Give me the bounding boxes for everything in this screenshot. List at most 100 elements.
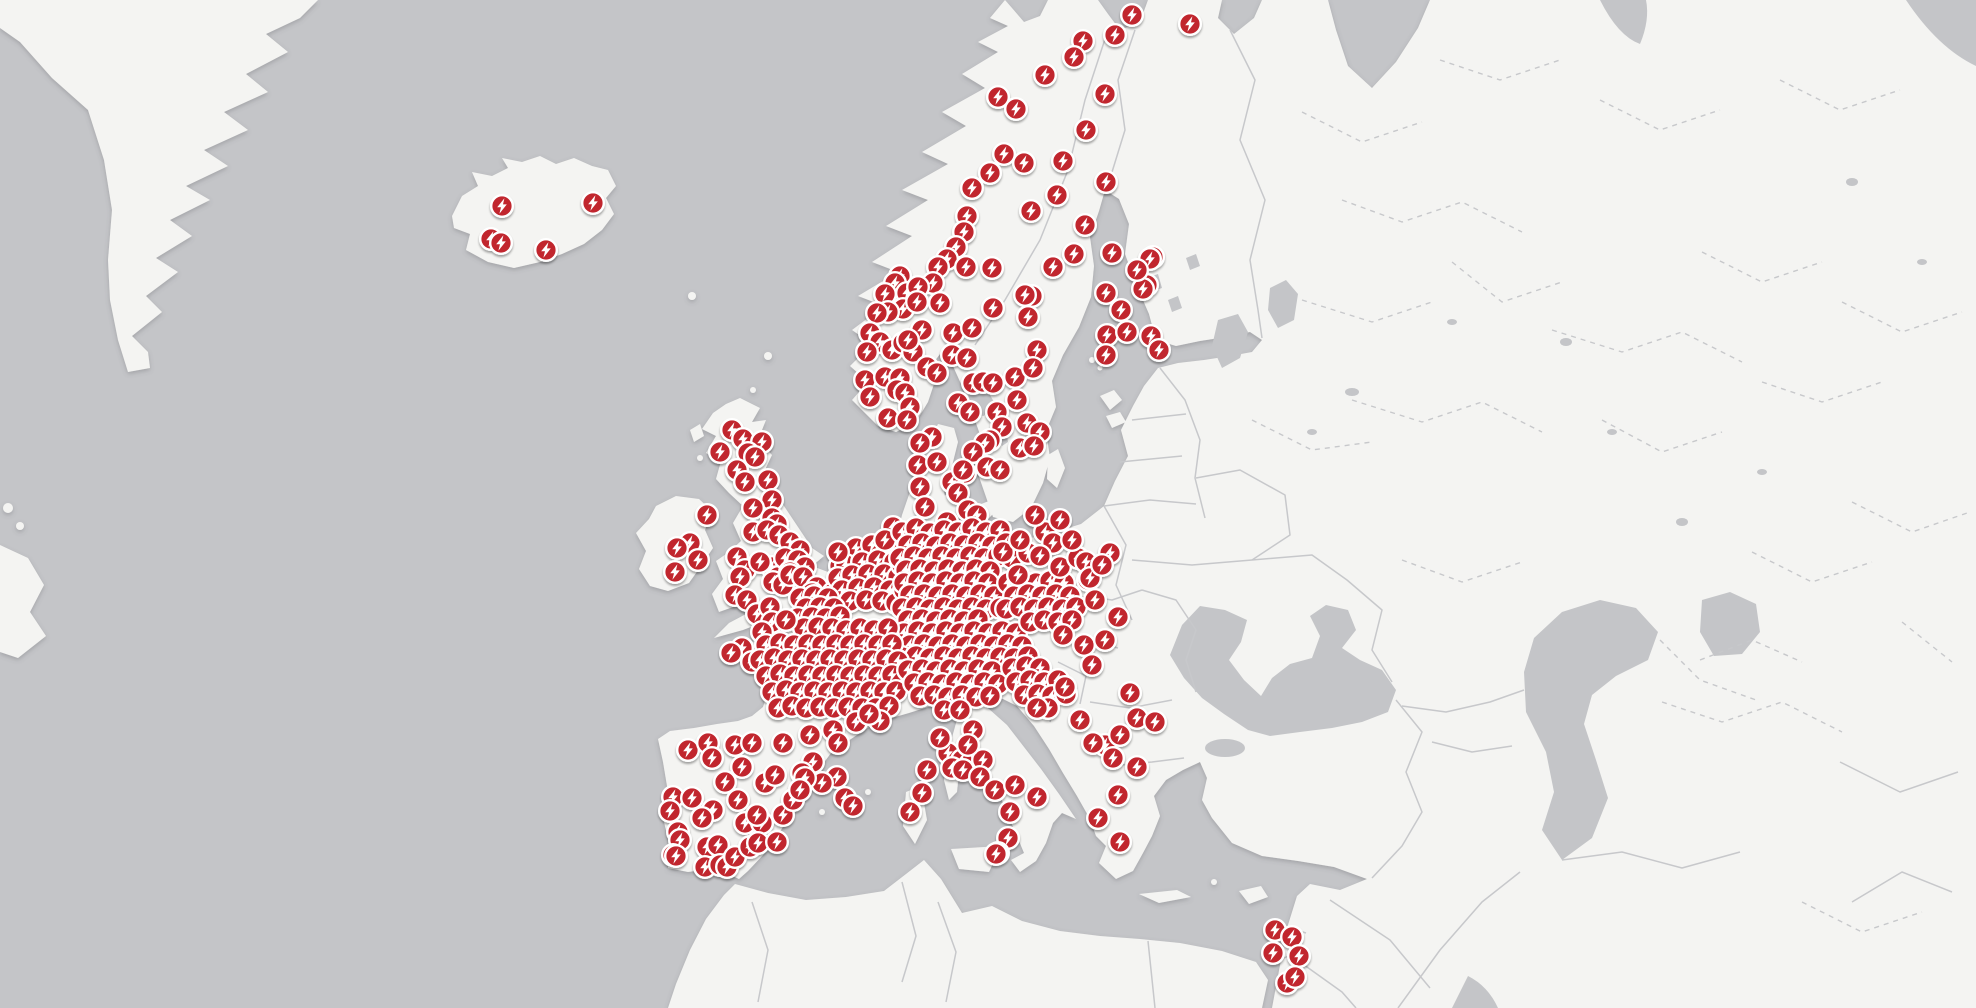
supercharger-pin[interactable] <box>908 431 932 455</box>
supercharger-pin[interactable] <box>774 608 798 632</box>
supercharger-pin[interactable] <box>1040 255 1066 279</box>
supercharger-pin[interactable] <box>1105 605 1131 629</box>
supercharger-pin[interactable] <box>765 830 789 854</box>
supercharger-pin[interactable] <box>1085 806 1111 830</box>
supercharger-pin[interactable] <box>1059 528 1085 552</box>
supercharger-pin[interactable] <box>733 470 757 494</box>
supercharger-pin[interactable] <box>1004 96 1029 122</box>
supercharger-pin[interactable] <box>680 786 704 810</box>
supercharger-pin[interactable] <box>905 290 929 314</box>
supercharger-pin[interactable] <box>581 190 605 216</box>
supercharger-pin[interactable] <box>1286 944 1312 968</box>
supercharger-pin[interactable] <box>910 781 934 805</box>
supercharger-pin[interactable] <box>1100 746 1126 770</box>
supercharger-pin[interactable] <box>826 540 850 564</box>
supercharger-pin[interactable] <box>826 731 850 755</box>
supercharger-pin[interactable] <box>857 702 881 726</box>
supercharger-pin[interactable] <box>1050 623 1076 647</box>
supercharger-pin[interactable] <box>841 794 865 818</box>
supercharger-pin[interactable] <box>1093 281 1119 305</box>
supercharger-pin[interactable] <box>719 641 743 665</box>
supercharger-pin[interactable] <box>1260 941 1286 965</box>
supercharger-pin[interactable] <box>1067 708 1093 732</box>
supercharger-pin[interactable] <box>798 723 822 747</box>
supercharger-pin[interactable] <box>1117 681 1143 705</box>
supercharger-pin[interactable] <box>984 842 1008 866</box>
supercharger-pin[interactable] <box>1107 830 1133 854</box>
supercharger-pin[interactable] <box>730 755 754 779</box>
supercharger-pin[interactable] <box>1093 343 1119 367</box>
supercharger-pin[interactable] <box>1050 148 1076 174</box>
supercharger-pin[interactable] <box>1107 723 1133 747</box>
supercharger-pin[interactable] <box>1119 2 1145 27</box>
supercharger-pin[interactable] <box>1092 628 1118 652</box>
supercharger-pin[interactable] <box>992 141 1016 167</box>
supercharger-pin[interactable] <box>1061 45 1087 70</box>
supercharger-pin[interactable] <box>1089 553 1115 577</box>
supercharger-pin[interactable] <box>1177 11 1203 36</box>
supercharger-pin[interactable] <box>771 731 795 755</box>
supercharger-pin[interactable] <box>1012 150 1037 176</box>
supercharger-pin[interactable] <box>951 458 975 482</box>
supercharger-pin[interactable] <box>1114 320 1140 344</box>
supercharger-pin[interactable] <box>855 340 879 364</box>
supercharger-pin[interactable] <box>915 758 939 782</box>
supercharger-pin[interactable] <box>928 291 952 315</box>
supercharger-pin[interactable] <box>978 684 1002 708</box>
supercharger-pin[interactable] <box>1108 298 1134 322</box>
supercharger-pin[interactable] <box>700 746 724 770</box>
supercharger-pin[interactable] <box>1024 785 1050 809</box>
supercharger-pin[interactable] <box>1124 258 1150 282</box>
supercharger-pin[interactable] <box>895 408 919 432</box>
supercharger-pin[interactable] <box>925 361 949 385</box>
supercharger-pin[interactable] <box>955 346 979 370</box>
supercharger-pin[interactable] <box>1092 81 1118 107</box>
supercharger-pin[interactable] <box>788 778 812 802</box>
supercharger-pin[interactable] <box>1022 503 1048 527</box>
supercharger-pin[interactable] <box>663 560 687 584</box>
supercharger-pin[interactable] <box>676 738 700 762</box>
supercharger-pin[interactable] <box>981 371 1005 395</box>
supercharger-pin[interactable] <box>1102 23 1128 47</box>
supercharger-pin[interactable] <box>898 800 922 824</box>
supercharger-pin[interactable] <box>740 731 764 755</box>
supercharger-pin[interactable] <box>1072 212 1098 238</box>
supercharger-pin[interactable] <box>1032 62 1058 88</box>
supercharger-pin[interactable] <box>981 296 1005 320</box>
supercharger-pin[interactable] <box>1099 240 1125 265</box>
supercharger-pin[interactable] <box>695 503 719 527</box>
supercharger-pin[interactable] <box>763 763 787 787</box>
supercharger-pin[interactable] <box>756 468 780 492</box>
supercharger-pin[interactable] <box>1047 508 1073 532</box>
supercharger-pin[interactable] <box>1019 198 1044 224</box>
supercharger-pin[interactable] <box>664 844 688 868</box>
supercharger-pin[interactable] <box>1105 783 1131 807</box>
supercharger-pin[interactable] <box>1094 323 1120 347</box>
supercharger-pin[interactable] <box>913 495 937 519</box>
supercharger-pin[interactable] <box>980 256 1004 280</box>
supercharger-pin[interactable] <box>908 475 932 499</box>
supercharger-pin[interactable] <box>865 301 889 325</box>
supercharger-pin[interactable] <box>665 536 689 560</box>
supercharger-pin[interactable] <box>489 230 513 256</box>
supercharger-pin[interactable] <box>1024 696 1050 720</box>
supercharger-pin[interactable] <box>925 450 949 474</box>
supercharger-pin[interactable] <box>1093 169 1119 195</box>
supercharger-pin[interactable] <box>896 328 920 352</box>
supercharger-pin[interactable] <box>1022 434 1047 458</box>
supercharger-pin[interactable] <box>1044 182 1070 208</box>
supercharger-pin[interactable] <box>1282 965 1308 989</box>
supercharger-pin[interactable] <box>978 160 1002 186</box>
supercharger-pin[interactable] <box>983 778 1007 802</box>
supercharger-pin[interactable] <box>960 316 984 340</box>
supercharger-pin[interactable] <box>956 733 980 757</box>
supercharger-pin[interactable] <box>1008 528 1033 552</box>
supercharger-pin[interactable] <box>708 440 732 464</box>
supercharger-pin[interactable] <box>1013 283 1038 307</box>
supercharger-pin[interactable] <box>726 788 750 812</box>
supercharger-pin[interactable] <box>1016 305 1041 329</box>
supercharger-pin[interactable] <box>1003 773 1028 797</box>
supercharger-pin[interactable] <box>1079 653 1105 677</box>
supercharger-pin[interactable] <box>658 799 682 823</box>
